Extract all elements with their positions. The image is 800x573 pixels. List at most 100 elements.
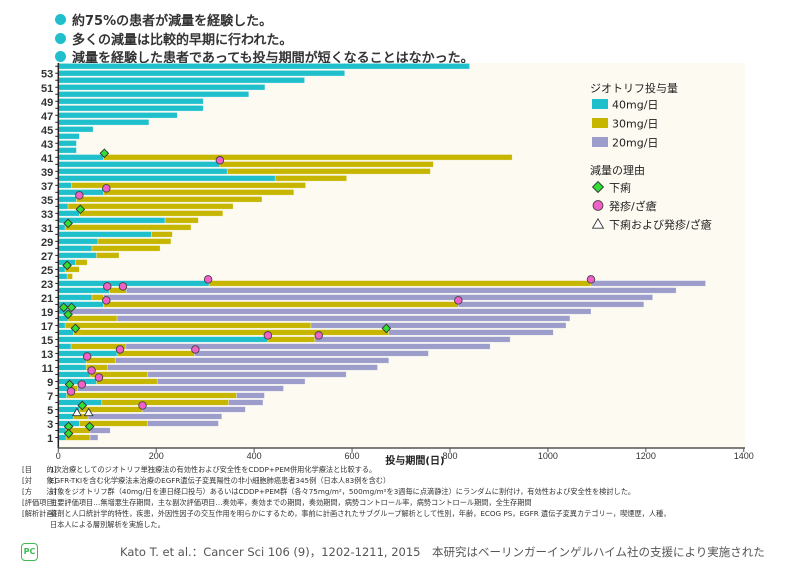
- bar-segment-patient-7-40mg: [57, 392, 67, 399]
- bar-segment-patient-35-30mg: [76, 196, 263, 203]
- diamond-marker-patient-18: [63, 309, 73, 320]
- bar-segment-patient-14-40mg: [57, 343, 72, 350]
- y-tick-label: 3: [47, 419, 53, 431]
- diamond-marker-patient-41: [99, 148, 110, 159]
- legend-swatch-30mg: [592, 118, 608, 128]
- bullet-text: 減量を経験した患者であっても投与期間が短くなることはなかった。: [72, 51, 474, 66]
- bar-segment-patient-48-40mg: [57, 105, 204, 112]
- bar-segment-patient-16-30mg: [73, 329, 390, 336]
- bar-segment-patient-17-30mg: [64, 322, 312, 329]
- diamond-marker-patient-2: [84, 421, 95, 432]
- y-tick-label: 23: [41, 279, 53, 291]
- circle-marker-patient-22: [103, 282, 112, 291]
- bar-segment-patient-21-20mg: [103, 294, 653, 301]
- pc-logo: PC: [21, 543, 38, 561]
- bar-segment-patient-24-30mg: [66, 273, 73, 280]
- bar-segment-patient-11-20mg: [106, 364, 378, 371]
- bar-segment-patient-9-30mg: [96, 378, 158, 385]
- bar-segment-patient-20-30mg: [103, 301, 459, 308]
- bar-segment-patient-29-40mg: [57, 238, 99, 245]
- bar-segment-patient-51-40mg: [57, 84, 266, 91]
- bar-segment-patient-32-30mg: [164, 217, 199, 224]
- diamond-marker-patient-19: [58, 302, 69, 313]
- circle-marker-patient-23: [203, 275, 213, 284]
- bar-segment-patient-24-40mg: [57, 273, 68, 280]
- bar-segment-patient-2-20mg: [89, 427, 111, 434]
- bar-segment-patient-30-40mg: [57, 231, 152, 238]
- diamond-marker-patient-25: [62, 260, 72, 271]
- bar-segment-patient-45-40mg: [57, 126, 94, 133]
- bar-segment-patient-15-30mg: [267, 336, 316, 343]
- y-tick-label: 39: [41, 167, 53, 179]
- bar-segment-patient-21-40mg: [57, 294, 93, 301]
- bar-segment-patient-16-40mg: [57, 329, 74, 336]
- bar-segment-patient-36-30mg: [103, 189, 295, 196]
- bar-segment-patient-9-20mg: [156, 378, 306, 385]
- bar-segment-patient-41-40mg: [57, 154, 104, 161]
- bar-segment-patient-18-20mg: [116, 315, 571, 322]
- circle-marker-patient-40: [215, 156, 225, 165]
- x-tick-label: 600: [345, 451, 360, 461]
- bar-segment-patient-21-30mg: [91, 294, 104, 301]
- note-text: EGFR-TKIを含む化学療法未治療のEGFR遺伝子変異陽性の非小細胞肺癌患者3…: [50, 476, 391, 485]
- circle-marker-patient-10: [87, 366, 96, 375]
- note-label: [解析計画]: [22, 509, 57, 518]
- bar-segment-patient-7-30mg: [66, 392, 237, 399]
- circle-marker-patient-15: [314, 331, 324, 340]
- bar-segment-patient-33-30mg: [79, 210, 224, 217]
- bar-segment-patient-42-40mg: [57, 147, 77, 154]
- legend-triangle-icon: [591, 217, 605, 229]
- bar-segment-patient-40-40mg: [57, 161, 221, 168]
- swimmer-chart: 0 200 400 600 800 1000 1200 1400投与期間(日)13579111…: [41, 63, 754, 467]
- note-text: 対象をジオトリフ群（40mg/日を連日経口投与）あるいはCDDP+PEM群（各々…: [50, 487, 636, 496]
- note-subjects: [対 象] EGFR-TKIを含む化学療法未治療のEGFR遺伝子変異陽性の非小細胞…: [22, 476, 390, 486]
- note-label: [目 的]: [22, 465, 57, 474]
- y-tick-label: 11: [42, 363, 54, 375]
- bar-segment-patient-35-40mg: [57, 196, 77, 203]
- circle-marker-patient-12: [82, 352, 92, 361]
- x-tick-label: 1400: [734, 451, 754, 461]
- note-text: 1次治療としてのジオトリフ単独療法の有効性および安全性をCDDP+PEM併用化学…: [50, 465, 377, 474]
- legend-label-dose: 20mg/日: [612, 137, 658, 150]
- circle-marker-patient-23: [586, 275, 596, 284]
- bullet-3: 減量を経験した患者であっても投与期間が短くなることはなかった。: [55, 47, 474, 66]
- bar-segment-patient-12-20mg: [115, 357, 390, 364]
- y-tick-label: 13: [41, 349, 53, 361]
- x-axis-title: 投与期間(日): [385, 454, 444, 467]
- y-tick-label: 31: [41, 223, 53, 235]
- circle-marker-patient-22: [118, 282, 128, 291]
- legend-label-reason: 下痢: [609, 181, 631, 195]
- bar-segment-patient-27-40mg: [57, 252, 97, 259]
- legend-swatch-20mg: [592, 137, 608, 147]
- bullet-dot-icon: [55, 33, 66, 44]
- circle-marker-patient-7: [66, 387, 76, 396]
- bar-segment-patient-25-30mg: [64, 266, 80, 273]
- y-tick-label: 15: [41, 335, 53, 347]
- x-tick-label: 800: [442, 451, 457, 461]
- bar-segment-patient-54-40mg: [57, 63, 470, 70]
- bar-segment-patient-10-40mg: [57, 371, 91, 378]
- legend-diamond-icon: [591, 180, 605, 194]
- bar-segment-patient-4-20mg: [87, 413, 223, 420]
- bar-segment-patient-34-30mg: [67, 203, 234, 210]
- bar-segment-patient-26-30mg: [75, 259, 88, 266]
- diamond-marker-patient-16: [381, 323, 392, 334]
- x-tick-label: 1200: [636, 451, 656, 461]
- y-tick-label: 1: [47, 433, 53, 445]
- bar-segment-patient-13-20mg: [194, 350, 429, 357]
- bar-segment-patient-15-40mg: [57, 336, 269, 343]
- bullet-text: 約75%の患者が減量を経験した。: [72, 14, 273, 29]
- bar-segment-patient-32-40mg: [57, 217, 166, 224]
- note-label: [評価項目]: [22, 498, 57, 507]
- note-endpoints: [評価項目] 主要評価項目…無増悪生存期間，主な副次評価項目…奏効率，奏効までの期…: [22, 498, 532, 508]
- bar-segment-patient-14-20mg: [125, 343, 491, 350]
- bar-segment-patient-27-30mg: [96, 252, 120, 259]
- y-tick-label: 47: [41, 111, 53, 123]
- y-tick-label: 29: [41, 237, 53, 249]
- bar-segment-patient-23-20mg: [590, 280, 706, 287]
- diamond-marker-patient-31: [63, 218, 73, 229]
- bar-segment-patient-13-30mg: [116, 350, 195, 357]
- bar-segment-patient-15-20mg: [314, 336, 511, 343]
- diamond-marker-patient-5: [77, 400, 88, 411]
